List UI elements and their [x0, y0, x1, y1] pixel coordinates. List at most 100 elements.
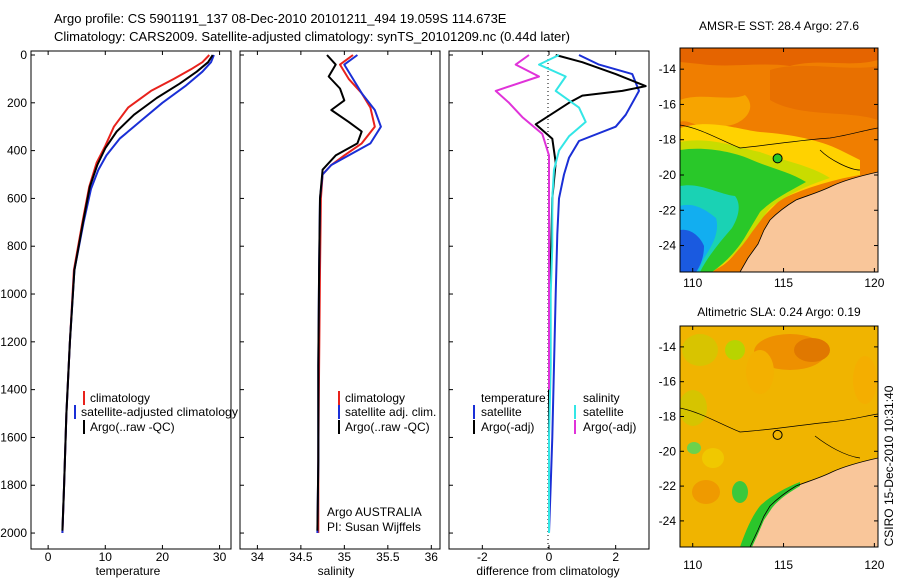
salinity-axes [239, 50, 441, 550]
depth-tick-label: 600 [7, 191, 27, 205]
lat-tick-label: -24 [659, 514, 677, 528]
lat-tick-label: -22 [659, 479, 677, 493]
lon-tick-label: 115 [774, 558, 793, 572]
sla-mid-patch-3 [853, 356, 877, 404]
series-line-climatology [317, 54, 376, 533]
legend-title-salinity: salinity [583, 391, 620, 405]
x-tick-label: -2 [477, 550, 488, 564]
sst-warm-band [680, 48, 878, 66]
sla-bathymetry-line [680, 407, 878, 459]
x-axes: 0 10 20 30 34 34.5 35 35.5 36 -2 0 2 [45, 51, 619, 564]
temperature-axes [30, 50, 232, 550]
lon-tick-label: 120 [864, 276, 884, 290]
depth-axis: 0 200 400 600 800 1000 1200 1400 1600 1800 2000 [0, 48, 453, 540]
difference-legend: temperature salinity satellite Argo(-adj… [473, 391, 636, 434]
sla-green-patch-2 [687, 442, 701, 454]
x-tick-label: 35 [338, 550, 352, 564]
lon-tick-label: 110 [683, 276, 702, 290]
sst-blue-band [680, 229, 704, 272]
series-line-salinity-satellite [538, 54, 587, 533]
salinity-plot [316, 54, 382, 534]
legend-temp-satellite: satellite [481, 405, 522, 419]
lat-tick-label: -16 [659, 375, 677, 389]
legend-climatology: climatology [345, 391, 405, 405]
credit-text: CSIRO 15-Dec-2010 10:31:40 [882, 385, 896, 546]
lon-tick-label: 120 [864, 558, 884, 572]
salinity-legend: climatology satellite adj. clim. Argo(..… [338, 391, 436, 434]
sla-mid-patch-2 [702, 448, 724, 468]
lat-tick-label: -14 [659, 62, 677, 76]
sla-low-core [725, 340, 745, 360]
legend-sal-argo: Argo(-adj) [583, 420, 636, 434]
header-line-2: Climatology: CARS2009. Satellite-adjuste… [54, 29, 570, 44]
sla-green-patch [732, 481, 748, 503]
depth-tick-label: 0 [20, 48, 27, 62]
x-tick-label: 30 [213, 550, 227, 564]
sst-warm-patch [770, 65, 878, 120]
legend-sal-satellite: satellite [583, 405, 624, 419]
sst-map [680, 48, 878, 272]
sst-map-axes: -14 -16 -18 -20 -22 -24 110 115 120 [659, 48, 885, 290]
sla-low-patch-2 [680, 390, 707, 426]
lat-tick-label: -14 [659, 340, 677, 354]
header-line-1: Argo profile: CS 5901191_137 08-Dec-2010… [54, 11, 507, 26]
sla-high-patch-2 [692, 480, 720, 504]
sst-mid-patch [680, 95, 751, 128]
salinity-xlabel: salinity [318, 564, 355, 578]
lat-tick-label: -16 [659, 97, 677, 111]
lat-tick-label: -22 [659, 203, 677, 217]
sst-map-title: AMSR-E SST: 28.4 Argo: 27.6 [699, 19, 859, 33]
lat-tick-label: -18 [659, 409, 677, 423]
x-tick-label: 36 [425, 550, 439, 564]
sst-argo-marker [772, 153, 783, 164]
series-line-climatology [61, 54, 211, 534]
sla-map-title: Altimetric SLA: 0.24 Argo: 0.19 [697, 305, 861, 319]
sla-shelf-green [740, 482, 800, 547]
legend-argo: Argo(..raw -QC) [90, 420, 175, 434]
x-tick-label: 34.5 [289, 550, 313, 564]
temperature-legend: climatology satellite-adjusted climatolo… [74, 391, 238, 434]
sla-high-core [794, 338, 830, 362]
sst-map-frame [679, 47, 879, 273]
x-tick-label: 0 [546, 550, 553, 564]
lat-tick-label: -20 [659, 444, 677, 458]
depth-tick-label: 1800 [0, 478, 27, 492]
sla-low-patch [682, 334, 718, 366]
sla-argo-marker [772, 429, 783, 440]
depth-tick-label: 200 [7, 96, 27, 110]
depth-tick-label: 2000 [0, 526, 27, 540]
pi-label: PI: Susan Wijffels [327, 520, 421, 534]
legend-temp-argo: Argo(-adj) [481, 420, 534, 434]
sla-mid-patch [746, 350, 774, 394]
series-line-argo-raw-qc- [61, 54, 214, 531]
sla-coastline [749, 457, 878, 547]
series-line-salinity-argo-adj- [494, 54, 550, 390]
lat-tick-label: -18 [659, 133, 677, 147]
depth-tick-label: 400 [7, 144, 27, 158]
sla-map-frame [679, 325, 879, 548]
depth-tick-label: 1600 [0, 430, 27, 444]
legend-title-temperature: temperature [481, 391, 546, 405]
sst-land [740, 172, 878, 272]
x-tick-label: 10 [99, 550, 113, 564]
depth-tick-label: 800 [7, 239, 27, 253]
depth-tick-label: 1400 [0, 383, 27, 397]
depth-tick-label: 1000 [0, 287, 27, 301]
legend-satellite-adjusted: satellite-adjusted climatology [81, 405, 238, 419]
difference-plot [494, 51, 647, 549]
legend-argo: Argo(..raw -QC) [345, 420, 430, 434]
x-tick-label: 0 [45, 550, 52, 564]
series-line-satellite-adj-clim- [316, 54, 382, 534]
sst-bathymetry-line [680, 124, 878, 171]
sla-land [750, 458, 878, 547]
lon-tick-label: 110 [683, 558, 702, 572]
depth-tick-label: 1200 [0, 335, 27, 349]
x-tick-label: 20 [156, 550, 170, 564]
sla-map [680, 326, 878, 547]
temperature-plot [61, 54, 215, 534]
series-line-temperature-satellite [548, 54, 640, 534]
x-tick-label: 2 [612, 550, 619, 564]
lat-tick-label: -20 [659, 168, 677, 182]
